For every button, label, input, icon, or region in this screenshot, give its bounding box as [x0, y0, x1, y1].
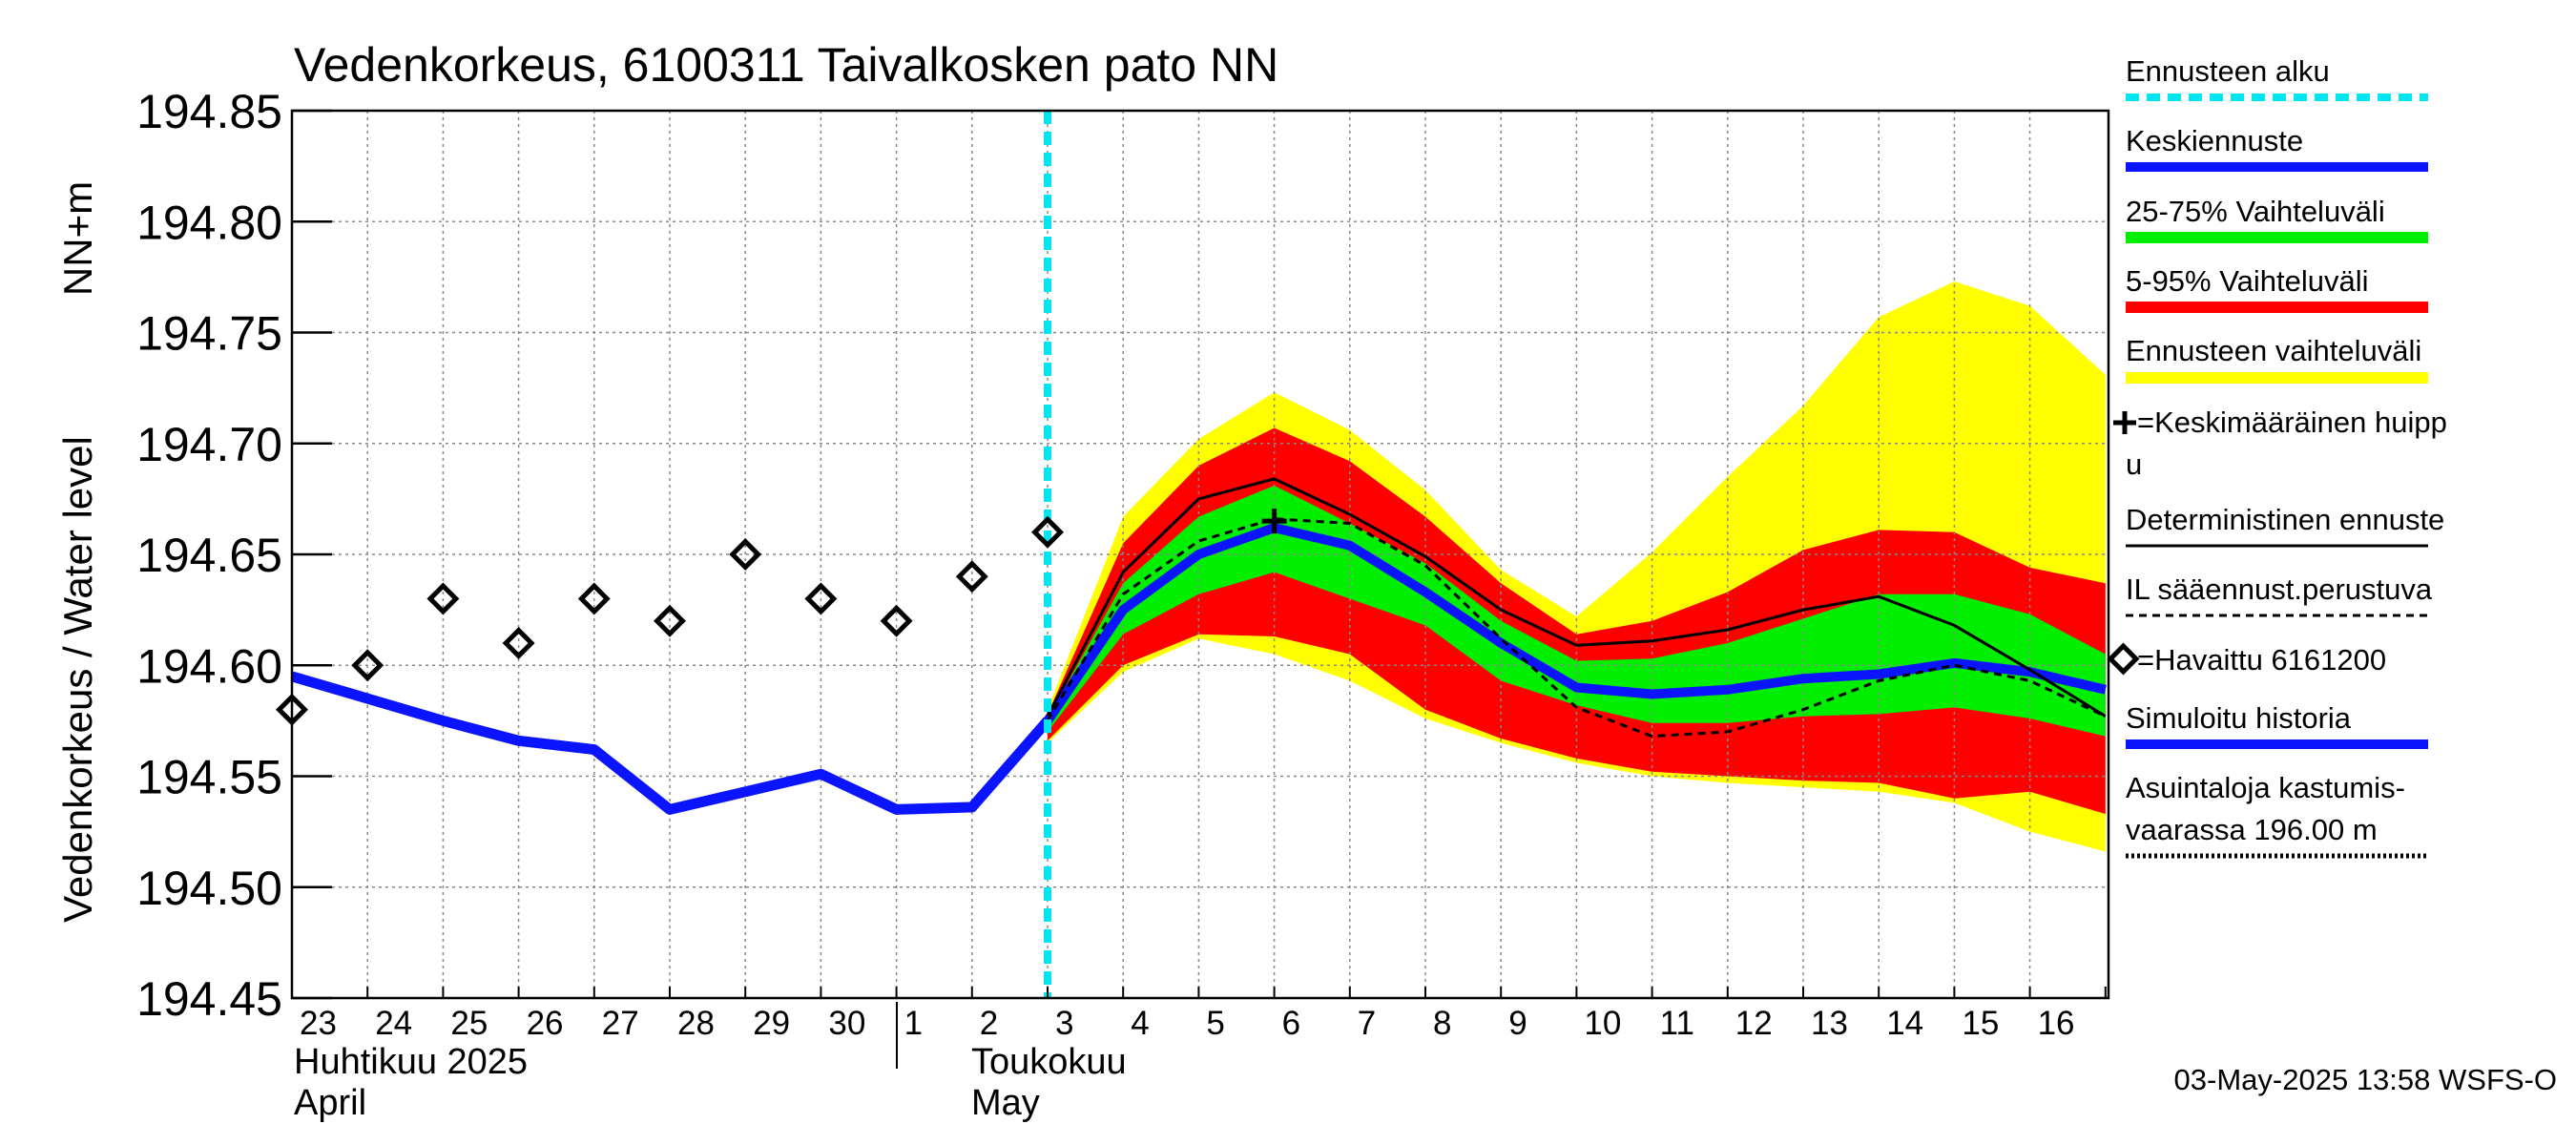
x-tick-label: 11 [1660, 1005, 1694, 1042]
observed-point [577, 582, 611, 615]
y-tick-label: 194.75 [136, 307, 282, 361]
legend-label-mean-peak-line1: =Keskimääräinen huipp [2137, 406, 2447, 439]
legend-observed-marker-icon [2107, 642, 2140, 676]
observed-point [729, 538, 762, 571]
legend-label-mean-peak-line2: u [2126, 448, 2142, 481]
legend-label-il-forecast: IL sääennust.perustuva [2126, 572, 2433, 606]
x-tick-label: 26 [527, 1005, 564, 1042]
legend-label-mean-peak: =Keskimääräinen huipp u [2126, 406, 2455, 481]
observed-point [880, 604, 913, 637]
legend-label-observed: =Havaittu 6161200 [2137, 643, 2386, 677]
y-tick-label: 194.80 [136, 196, 282, 249]
x-tick-label: 4 [1131, 1005, 1149, 1042]
legend-label-flood-risk-line1: Asuintaloja kastumis- [2126, 771, 2405, 804]
observed-point [654, 604, 686, 637]
y-tick-labels: 194.85 194.80 194.75 194.70 194.65 194.60 194.… [136, 85, 282, 1026]
x-tick-labels: 23 24 25 26 27 28 29 30 1 2 3 4 5 6 7 8 9 10 11 12 13 14 15 16 [300, 1005, 2075, 1042]
x-tick-label: 12 [1735, 1005, 1773, 1042]
x-tick-label: 13 [1811, 1005, 1848, 1042]
legend-label-mean: Keskiennuste [2126, 124, 2303, 157]
legend-label-flood-risk: Asuintaloja kastumis- vaarassa 196.00 m [2126, 771, 2414, 846]
x-tick-label: 3 [1055, 1005, 1073, 1042]
x-tick-label: 23 [300, 1005, 337, 1042]
markers [276, 509, 1287, 726]
x-tick-label: 14 [1886, 1005, 1923, 1042]
observed-point [351, 649, 384, 682]
legend-label-deterministic: Deterministinen ennuste [2126, 503, 2444, 536]
grid-lines [292, 111, 2109, 998]
legend-label-flood-risk-line2: vaarassa 196.00 m [2126, 813, 2378, 846]
x-tick-label: 7 [1358, 1005, 1376, 1042]
x-tick-label: 24 [375, 1005, 412, 1042]
x-tick-label: 8 [1433, 1005, 1451, 1042]
plot-frame [290, 109, 2110, 1000]
series-deterministic [1046, 477, 2107, 718]
month-label-april-en: April [294, 1083, 366, 1123]
observed-point [804, 582, 838, 615]
y-tick-label: 194.55 [136, 751, 282, 804]
x-tick-label: 5 [1206, 1005, 1224, 1042]
observed-point [955, 560, 988, 593]
y-tick-label: 194.65 [136, 529, 282, 582]
x-tick-label: 6 [1282, 1005, 1300, 1042]
y-tick-label: 194.50 [136, 862, 282, 915]
x-tick-label: 27 [602, 1005, 639, 1042]
legend-label-forecast-range: Ennusteen vaihteluväli [2126, 334, 2421, 367]
series-mean-forecast [1043, 523, 2107, 724]
legend: Ennusteen alku Keskiennuste 25-75% Vaiht… [2107, 54, 2455, 859]
legend-label-range-5-95: 5-95% Vaihteluväli [2126, 264, 2368, 298]
x-tick-label: 1 [904, 1005, 923, 1042]
mean-peak-marker [1261, 509, 1287, 534]
timestamp: 03-May-2025 13:58 WSFS-O [2174, 1063, 2557, 1096]
month-label-april-fi: Huhtikuu 2025 [294, 1042, 528, 1082]
series-lines [290, 111, 2107, 998]
x-tick-label: 16 [2038, 1005, 2075, 1042]
x-tick-label: 30 [828, 1005, 865, 1042]
observed-point [502, 627, 535, 659]
legend-label-range-25-75: 25-75% Vaihteluväli [2126, 195, 2385, 228]
chart-title: Vedenkorkeus, 6100311 Taivalkosken pato … [294, 38, 1278, 92]
observed-point [1031, 515, 1064, 549]
legend-label-forecast-start: Ennusteen alku [2126, 54, 2330, 88]
x-tick-label: 9 [1508, 1005, 1527, 1042]
month-label-may-fi: Toukokuu [971, 1042, 1127, 1082]
legend-label-simulated: Simuloitu historia [2126, 701, 2352, 735]
y-tick-label: 194.60 [136, 639, 282, 693]
legend-peak-marker-icon [2113, 411, 2136, 434]
y-axis-label: Vedenkorkeus / Water level [55, 436, 100, 923]
observed-point [426, 582, 460, 615]
y-tick-label: 194.85 [136, 85, 282, 138]
x-tick-label: 28 [677, 1005, 715, 1042]
observed-point [276, 693, 308, 726]
series-simulated-history [290, 671, 1052, 815]
x-tick-label: 2 [980, 1005, 998, 1042]
month-label-may-en: May [971, 1083, 1040, 1123]
x-tick-label: 15 [1962, 1005, 1999, 1042]
series-il-forecast [1046, 517, 2107, 739]
x-tick-label: 10 [1584, 1005, 1621, 1042]
y-tick-label: 194.45 [136, 972, 282, 1026]
y-tick-label: 194.70 [136, 418, 282, 471]
x-tick-label: 25 [450, 1005, 488, 1042]
x-tick-label: 29 [753, 1005, 790, 1042]
y-axis-unit: NN+m [55, 181, 100, 296]
